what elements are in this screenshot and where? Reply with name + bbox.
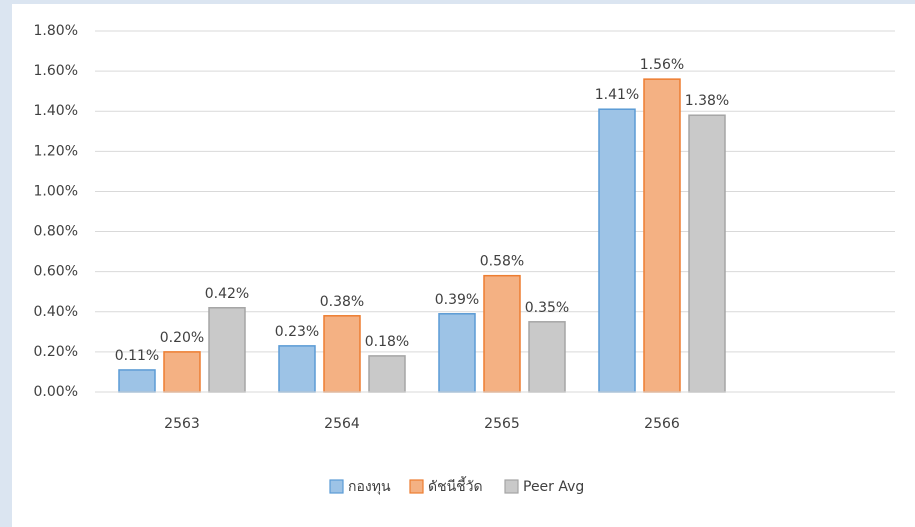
y-tick-label: 0.40% (34, 304, 78, 320)
y-tick-label: 1.00% (34, 183, 78, 199)
legend-label: Peer Avg (523, 479, 584, 495)
bar (438, 313, 476, 393)
y-tick-label: 1.60% (34, 63, 78, 79)
x-tick-label: 2563 (164, 416, 200, 432)
y-tick-label: 0.80% (34, 224, 78, 240)
y-tick-label: 1.80% (34, 23, 78, 39)
data-label: 0.58% (480, 254, 524, 270)
bar (643, 78, 681, 393)
bar (483, 274, 521, 393)
y-tick-label: 0.00% (34, 384, 78, 400)
bar (323, 315, 361, 393)
bar (688, 114, 726, 393)
legend-label: กองทุน (348, 479, 391, 495)
bar (278, 345, 316, 393)
data-label: 0.23% (275, 324, 319, 340)
data-label: 0.18% (365, 334, 409, 350)
data-label: 0.20% (160, 330, 204, 346)
data-label: 0.42% (205, 286, 249, 302)
bar (528, 321, 566, 393)
data-label: 0.11% (115, 348, 159, 364)
y-tick-label: 1.40% (34, 103, 78, 119)
bar (163, 351, 201, 393)
bar (208, 307, 246, 393)
data-label: 0.38% (320, 294, 364, 310)
y-tick-label: 0.60% (34, 264, 78, 280)
data-label: 1.56% (640, 57, 684, 73)
legend-swatch (329, 479, 344, 494)
y-tick-label: 1.20% (34, 143, 78, 159)
data-label: 1.41% (595, 87, 639, 103)
data-label: 0.39% (435, 292, 479, 308)
data-label: 0.35% (525, 300, 569, 316)
y-tick-label: 0.20% (34, 344, 78, 360)
bar (598, 108, 636, 393)
x-tick-label: 2565 (484, 416, 520, 432)
chart-area (12, 4, 915, 527)
legend-label: ดัชนีชี้วัด (428, 476, 483, 495)
x-tick-label: 2566 (644, 416, 680, 432)
legend-swatch (409, 479, 424, 494)
data-label: 1.38% (685, 93, 729, 109)
legend-swatch (504, 479, 519, 494)
bar (368, 355, 406, 393)
x-tick-label: 2564 (324, 416, 360, 432)
bar (118, 369, 156, 393)
